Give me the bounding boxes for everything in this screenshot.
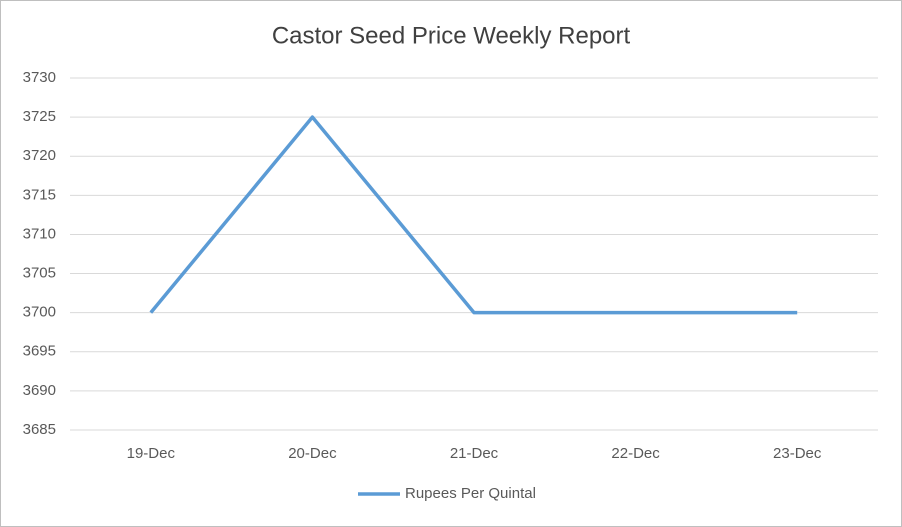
y-tick-label: 3700 bbox=[23, 304, 56, 321]
y-tick-label: 3690 bbox=[23, 382, 56, 399]
y-tick-label: 3720 bbox=[23, 147, 56, 164]
y-tick-label: 3725 bbox=[23, 108, 56, 125]
chart-title: Castor Seed Price Weekly Report bbox=[272, 22, 631, 49]
legend-label: Rupees Per Quintal bbox=[405, 485, 536, 502]
x-tick-label: 23-Dec bbox=[773, 445, 822, 462]
x-tick-label: 21-Dec bbox=[450, 445, 499, 462]
y-tick-label: 3685 bbox=[23, 421, 56, 438]
y-tick-label: 3705 bbox=[23, 265, 56, 282]
series-line bbox=[149, 115, 798, 315]
y-tick-label: 3695 bbox=[23, 343, 56, 360]
y-tick-label: 3730 bbox=[23, 69, 56, 86]
x-tick-label: 19-Dec bbox=[127, 445, 176, 462]
x-tick-label: 22-Dec bbox=[611, 445, 660, 462]
x-tick-label: 20-Dec bbox=[288, 445, 337, 462]
y-tick-label: 3715 bbox=[23, 186, 56, 203]
y-tick-label: 3710 bbox=[23, 225, 56, 242]
